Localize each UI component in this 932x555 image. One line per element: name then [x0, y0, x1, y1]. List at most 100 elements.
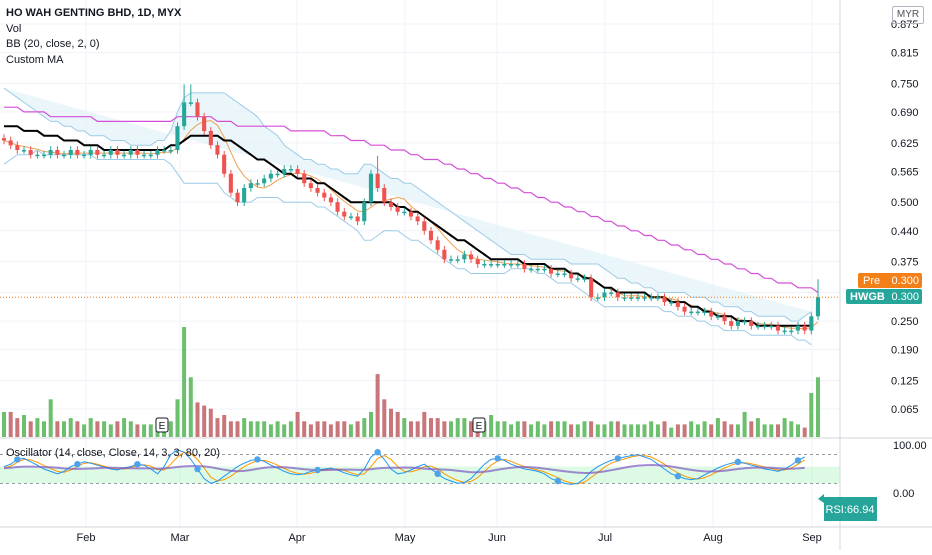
candle-body-53 [355, 216, 360, 222]
volume-bar-39 [262, 421, 267, 437]
volume-bar-48 [322, 421, 327, 437]
volume-bar-20 [135, 424, 140, 437]
time-axis[interactable]: Feb Mar Apr May Jun Jul Aug Sep [77, 532, 822, 544]
candlesticks [1, 84, 820, 335]
volume-bar-7 [48, 399, 53, 437]
candle-body-87 [582, 278, 587, 280]
candle-body-48 [322, 192, 327, 198]
candle-body-63 [422, 221, 427, 231]
osc-dot-101 [674, 473, 682, 480]
candle-body-69 [462, 254, 467, 260]
currency-label[interactable]: MYR [892, 6, 924, 24]
candle-body-92 [615, 292, 620, 298]
price-tick-8: 0.375 [891, 257, 919, 269]
candle-body-23 [155, 150, 160, 155]
candle-body-12 [82, 154, 87, 157]
candle-body-88 [589, 278, 594, 298]
oscillator-legend[interactable]: Oscillator (14, close, Close, 14, 3, 3, … [6, 447, 220, 459]
candle-body-9 [62, 154, 67, 157]
candle-body-90 [602, 292, 607, 298]
candle-body-65 [435, 240, 440, 250]
osc-tick-top: 100.00 [893, 440, 927, 452]
price-tick-4: 0.625 [891, 138, 919, 150]
volume-bar-56 [375, 374, 380, 437]
volume-bar-115 [769, 424, 774, 437]
candle-body-8 [55, 150, 60, 155]
legend-bb[interactable]: BB (20, close, 2, 0) [6, 38, 100, 50]
time-tick-5: Jul [598, 532, 612, 544]
candle-body-64 [428, 230, 433, 241]
candle-body-91 [609, 292, 614, 294]
candle-body-57 [382, 188, 387, 203]
rsi-tag: RSI:66.94 [818, 494, 877, 521]
pre-price-tag-bg [858, 273, 922, 288]
candle-body-106 [709, 311, 714, 317]
price-axis[interactable]: 0.875 0.815 0.750 0.690 0.625 0.565 0.500 0.440… [891, 19, 927, 500]
price-tags: Pre 0.300 HWGB 0.300 RSI:66.94 [818, 273, 922, 521]
candle-body-55 [368, 173, 373, 203]
osc-tick-bottom: 0.00 [893, 488, 914, 500]
volume-bar-33 [222, 415, 227, 437]
earnings-marker-0[interactable]: E [155, 417, 169, 433]
candle-body-120 [802, 325, 807, 331]
candle-body-46 [308, 183, 313, 188]
bb-fill [4, 88, 812, 322]
candle-body-79 [529, 268, 534, 271]
candle-body-43 [288, 169, 293, 171]
legend-vol[interactable]: Vol [6, 22, 22, 35]
volume-bar-118 [789, 421, 794, 437]
pre-price-tag: Pre 0.300 [858, 273, 922, 288]
candle-body-45 [302, 173, 307, 184]
candle-body-72 [482, 264, 487, 266]
candle-body-95 [635, 297, 640, 299]
volume-bar-30 [202, 405, 207, 437]
volume-bar-41 [275, 421, 280, 437]
pre-price-value: 0.300 [891, 275, 919, 287]
candle-body-56 [375, 173, 380, 188]
volume-bar-107 [715, 418, 720, 437]
volume-bar-5 [35, 418, 40, 437]
candle-body-58 [388, 202, 393, 207]
candle-body-100 [669, 302, 674, 304]
volume-bar-80 [535, 421, 540, 437]
candle-body-18 [122, 154, 127, 157]
volume-bar-62 [415, 421, 420, 437]
osc-dot-29 [194, 465, 201, 473]
price-tick-3: 0.690 [891, 107, 919, 119]
osc-dot-38 [254, 456, 261, 463]
bb-lower-line [3, 149, 812, 346]
candle-body-29 [195, 102, 200, 117]
earnings-marker-1[interactable]: E [472, 417, 486, 433]
osc-dot-2 [14, 456, 21, 463]
volume-bar-2 [15, 418, 20, 437]
volume-bar-18 [122, 418, 127, 437]
candle-body-24 [162, 150, 167, 152]
candle-body-1 [8, 140, 13, 146]
volume-bar-66 [442, 421, 447, 437]
candle-body-16 [108, 150, 113, 155]
volume-bar-59 [395, 411, 400, 437]
candle-body-66 [442, 249, 447, 260]
volume-bar-79 [529, 424, 534, 437]
candle-body-113 [755, 325, 760, 328]
earnings-marker-box-0 [155, 417, 169, 433]
candle-body-116 [775, 325, 780, 331]
volume-bar-43 [288, 421, 293, 437]
candle-body-73 [489, 264, 494, 266]
volume-bar-13 [88, 418, 93, 437]
volume-bar-36 [242, 418, 247, 437]
volume-bar-77 [515, 421, 520, 437]
candle-body-81 [542, 268, 547, 271]
symbol-title[interactable]: HO WAH GENTING BHD, 1D, MYX [6, 7, 182, 19]
volume-bar-97 [649, 421, 654, 437]
volume-bar-102 [682, 424, 687, 437]
legend-custom-ma[interactable]: Custom MA [6, 53, 64, 66]
volume-bar-19 [128, 421, 133, 437]
time-tick-0: Feb [77, 532, 96, 544]
time-tick-2: Apr [288, 532, 305, 544]
volume-bar-15 [102, 421, 107, 437]
candle-body-26 [175, 126, 180, 150]
